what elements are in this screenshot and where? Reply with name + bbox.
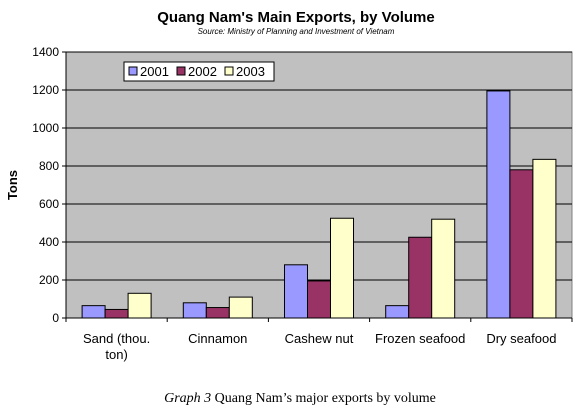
legend-swatch-2001 [128, 66, 138, 76]
bar-2001-1 [182, 302, 207, 319]
y-tick-label: 800 [39, 159, 59, 173]
bar-2002-2 [307, 280, 331, 319]
y-tick-label: 1400 [32, 45, 59, 59]
y-tick-label: 200 [39, 273, 59, 287]
bar-2003-3 [431, 218, 456, 319]
bar-2002-1 [205, 307, 230, 319]
bar-2003-0 [127, 292, 152, 319]
caption-label: Graph 3 [164, 391, 211, 406]
figure-caption: Graph 3 Quang Nam’s major exports by vol… [164, 391, 436, 406]
bar-2001-3 [385, 305, 410, 319]
bar-2001-2 [284, 264, 308, 319]
y-axis-label: Tons [5, 170, 20, 200]
chart-title: Quang Nam's Main Exports, by Volume [157, 9, 435, 26]
chart-subtitle: Source: Ministry of Planning and Investm… [198, 27, 395, 36]
bar-2002-4 [509, 169, 534, 319]
caption-text: Quang Nam’s major exports by volume [211, 391, 436, 406]
x-tick-label: Sand (thou. [83, 331, 150, 346]
bar-2003-1 [228, 296, 253, 319]
bar-2002-0 [104, 308, 129, 319]
y-tick-label: 0 [52, 311, 59, 325]
bar-2001-0 [81, 305, 106, 319]
y-tick-label: 400 [39, 235, 59, 249]
legend-swatch-2003 [224, 66, 234, 76]
legend: 2001 2002 2003 [123, 61, 275, 82]
x-tick-label: Frozen seafood [375, 331, 465, 346]
y-tick-label: 1200 [32, 83, 59, 97]
y-tick-label: 600 [39, 197, 59, 211]
legend-label-2002: 2002 [188, 64, 217, 79]
x-tick-label: ton) [105, 347, 127, 362]
x-tick-label: Cashew nut [285, 331, 354, 346]
x-tick-label: Dry seafood [486, 331, 556, 346]
legend-label-2003: 2003 [236, 64, 265, 79]
bar-2003-4 [532, 158, 557, 319]
legend-box [123, 61, 275, 82]
legend-swatch-2002 [176, 66, 186, 76]
bar-2002-3 [408, 236, 433, 319]
bar-2001-4 [486, 90, 511, 319]
legend-label-2001: 2001 [140, 64, 169, 79]
x-tick-label: Cinnamon [188, 331, 247, 346]
bar-2003-2 [330, 217, 354, 319]
plot-area: 0 200 400 600 800 1000 1200 1400 Sand (thou.ton)… [32, 45, 573, 362]
y-tick-label: 1000 [32, 121, 59, 135]
